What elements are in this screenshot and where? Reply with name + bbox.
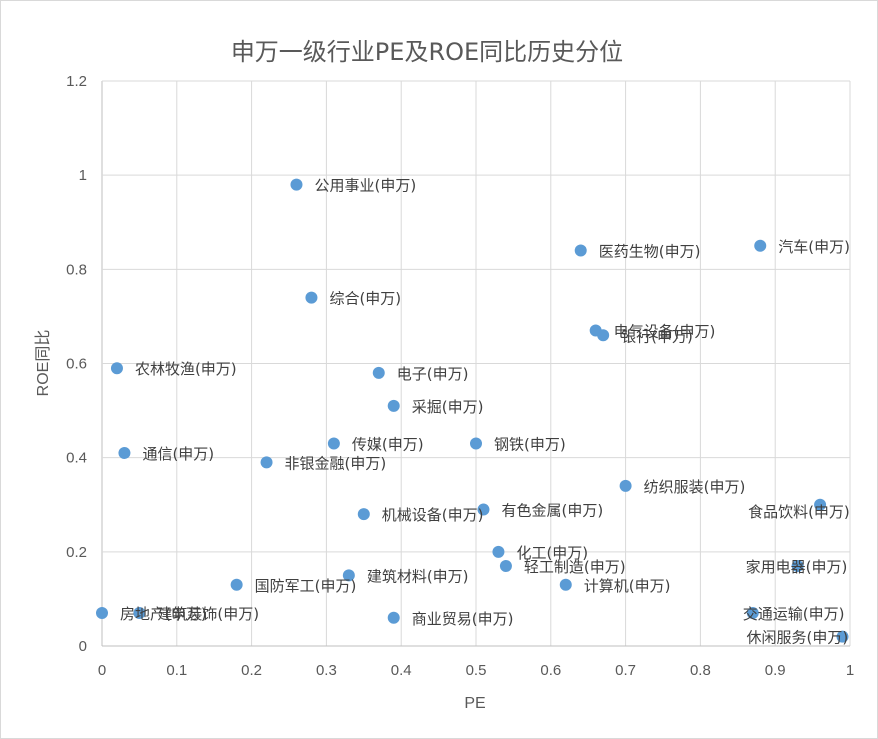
scatter-point [814,498,827,511]
x-tick-label: 0.2 [241,662,262,679]
scatter-point [305,291,318,304]
scatter-point [836,630,849,643]
data-points [96,178,849,643]
point-label: 电子(申万) [397,365,469,383]
point-label: 纺织服装(申万) [644,478,746,496]
point-label: 银行(申万) [621,327,693,345]
point-label: 传媒(申万) [352,436,424,454]
scatter-point [387,399,400,412]
point-label: 化工(申万) [516,544,588,562]
y-tick-label: 0.2 [66,544,87,561]
y-tick-label: 1.2 [66,73,87,90]
point-label: 通信(申万) [142,445,214,463]
y-tick-label: 0.8 [66,261,87,278]
scatter-point [574,244,587,257]
scatter-point [118,446,131,459]
x-tick-label: 0 [98,662,106,679]
scatter-point [342,569,355,582]
point-label: 房地产(申万) [120,605,207,623]
scatter-point [791,559,804,572]
scatter-point [327,437,340,450]
x-tick-label: 0.6 [540,662,561,679]
scatter-point [499,559,512,572]
point-label: 家用电器(申万) [746,558,848,576]
point-label: 食品饮料(申万) [748,503,850,521]
scatter-point [746,607,759,620]
scatter-point [477,503,490,516]
scatter-point [290,178,303,191]
point-label: 建筑装饰(申万) [157,605,259,623]
point-label: 建筑材料(申万) [367,567,469,585]
point-label: 轻工制造(申万) [524,558,626,576]
x-tick-label: 0.5 [466,662,487,679]
scatter-point [357,508,370,521]
x-tick-label: 1 [846,662,854,679]
point-label: 商业贸易(申万) [412,610,514,628]
point-label: 公用事业(申万) [314,177,416,195]
point-label: 机械设备(申万) [382,506,484,524]
y-tick-label: 0.6 [66,356,87,373]
scatter-point [470,437,482,450]
x-tick-label: 0.7 [615,662,636,679]
point-label: 有色金属(申万) [501,501,603,519]
x-tick-label: 0.8 [690,662,711,679]
point-labels: 公用事业(申万) 医药生物(申万) 汽车(申万) 综合(申万) 电气设备(申万)银行(申… [120,177,850,647]
chart-title: 申万一级行业PE及ROE同比历史分位 [231,38,623,66]
y-tick-label: 1 [79,167,87,184]
point-label: 钢铁(申万) [494,436,566,454]
x-tick-label: 0.1 [166,662,187,679]
point-label: 计算机(申万) [584,577,671,595]
point-label: 国防军工(申万) [255,577,357,595]
scatter-point [619,479,632,492]
scatter-point [230,578,243,591]
point-label: 采掘(申万) [412,398,484,416]
tick-labels: 0 0.1 0.2 0.3 0.4 0.5 0.6 0.7 0.8 0.9 1 0 0.2 0.4 0.6 0… [66,73,854,679]
scatter-point [492,545,505,558]
point-label: 交通运输(申万) [743,605,845,623]
scatter-point [133,607,146,620]
y-tick-label: 0 [79,638,87,655]
scatter-point [559,578,572,591]
scatter-point [597,329,610,342]
x-axis-title: PE [464,695,485,712]
point-label: 休闲服务(申万) [747,629,849,647]
x-tick-label: 0.9 [765,662,786,679]
point-label: 综合(申万) [329,290,401,308]
gridlines [101,80,851,647]
scatter-point [372,366,385,379]
scatter-point [110,362,123,375]
point-label: 电气设备(申万) [614,323,716,341]
scatter-point [96,607,108,620]
scatter-point [260,456,273,469]
x-tick-label: 0.3 [316,662,337,679]
scatter-point [754,239,767,252]
y-tick-label: 0.4 [66,450,87,467]
point-label: 汽车(申万) [778,238,850,256]
point-label: 农林牧渔(申万) [135,360,237,378]
x-tick-label: 0.4 [391,662,412,679]
point-label: 非银金融(申万) [285,454,387,472]
y-axis-title: ROE同比 [34,330,52,397]
scatter-point [387,611,400,624]
point-label: 医药生物(申万) [599,243,701,261]
